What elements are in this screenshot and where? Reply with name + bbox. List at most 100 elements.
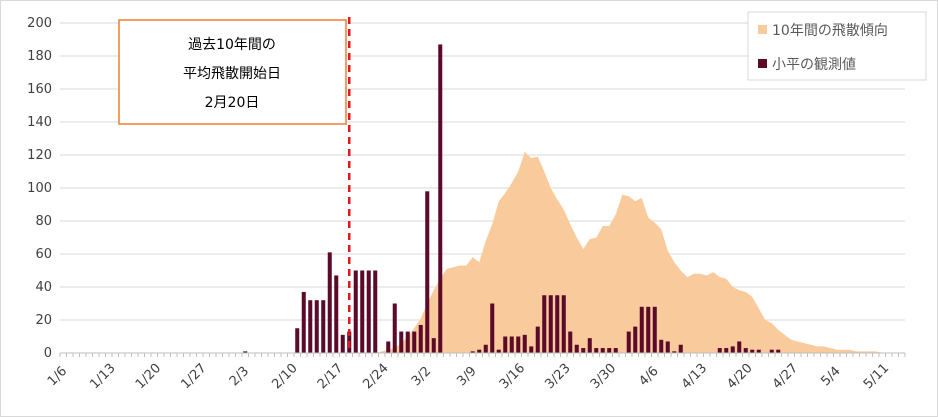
annotation-line-3: 2月20日 <box>205 95 260 111</box>
bar-observed <box>243 351 248 353</box>
x-tick-label: 5/11 <box>861 361 892 392</box>
x-tick-label: 3/23 <box>542 361 573 392</box>
x-tick-label: 3/16 <box>497 361 528 392</box>
bar-observed <box>360 270 365 353</box>
y-tick-label: 40 <box>35 280 52 295</box>
x-tick-label: 1/20 <box>133 361 164 392</box>
bar-observed <box>607 348 612 353</box>
bar-observed <box>392 303 397 353</box>
bar-observed <box>353 270 358 353</box>
bar-observed <box>613 348 618 353</box>
bar-observed <box>652 306 657 353</box>
bar-observed <box>769 349 774 353</box>
x-tick-label: 4/27 <box>770 361 801 392</box>
y-tick-label: 180 <box>27 49 52 64</box>
bar-observed <box>646 306 651 353</box>
bar-observed <box>750 349 755 353</box>
legend-box <box>747 11 927 81</box>
bar-observed <box>737 341 742 353</box>
bar-observed <box>425 191 430 353</box>
bar-observed <box>639 306 644 353</box>
annotation-box: 過去10年間の 平均飛散開始日 2月20日 <box>118 19 347 125</box>
bar-observed <box>587 338 592 353</box>
y-tick-label: 0 <box>44 346 52 361</box>
bar-observed <box>678 344 683 353</box>
x-tick-label: 2/24 <box>360 361 391 392</box>
annotation-line-2: 平均飛散開始日 <box>183 66 281 82</box>
bar-observed <box>327 252 332 353</box>
bar-observed <box>568 331 573 353</box>
bar-observed <box>659 339 664 353</box>
bar-observed <box>490 303 495 353</box>
bar-observed <box>626 331 631 353</box>
x-tick-label: 5/4 <box>818 364 843 389</box>
bar-observed <box>438 44 443 353</box>
legend: 10年間の飛散傾向 小平の観測値 <box>747 11 927 81</box>
bar-observed <box>516 336 521 353</box>
bar-observed <box>366 270 371 353</box>
x-tick-label: 3/2 <box>409 364 434 389</box>
bar-observed <box>321 300 326 353</box>
bar-observed <box>542 295 547 353</box>
y-tick-label: 20 <box>35 313 52 328</box>
bar-observed <box>483 344 488 353</box>
x-tick-label: 1/13 <box>87 361 118 392</box>
y-tick-label: 100 <box>27 181 52 196</box>
x-tick-label: 1/27 <box>178 361 209 392</box>
bar-observed <box>503 336 508 353</box>
legend-swatch-bar <box>758 59 767 68</box>
area-series-trend <box>375 151 883 353</box>
x-tick-label: 3/9 <box>454 364 479 389</box>
x-tick-label: 2/17 <box>315 361 346 392</box>
bar-layer <box>243 44 781 353</box>
bar-observed <box>581 348 586 353</box>
bar-observed <box>418 324 423 353</box>
bar-observed <box>340 334 345 353</box>
bar-observed <box>561 295 566 353</box>
bar-observed <box>535 326 540 353</box>
y-tick-label: 80 <box>35 214 52 229</box>
y-tick-label: 160 <box>27 82 52 97</box>
bar-observed <box>386 341 391 353</box>
bar-observed <box>730 346 735 353</box>
annotation-line-1: 過去10年間の <box>188 37 276 53</box>
bar-observed <box>574 344 579 353</box>
legend-swatch-area <box>758 25 767 34</box>
bar-observed <box>724 348 729 353</box>
x-tick-label: 2/10 <box>269 361 300 392</box>
bar-observed <box>717 348 722 353</box>
legend-label-area: 10年間の飛散傾向 <box>772 23 888 39</box>
bar-observed <box>431 338 436 353</box>
bar-observed <box>399 331 404 353</box>
bar-observed <box>672 351 677 353</box>
bar-observed <box>334 275 339 353</box>
x-tick-label: 3/30 <box>588 361 619 392</box>
y-tick-label: 120 <box>27 148 52 163</box>
y-tick-label: 60 <box>35 247 52 262</box>
bar-observed <box>477 349 482 353</box>
area-layer <box>375 151 883 353</box>
x-tick-label: 4/20 <box>724 361 755 392</box>
bar-observed <box>776 349 781 353</box>
bar-observed <box>470 351 475 353</box>
legend-label-bar: 小平の観測値 <box>772 56 856 73</box>
bar-observed <box>600 348 605 353</box>
bar-observed <box>308 300 313 353</box>
bar-observed <box>555 295 560 353</box>
x-tick-label: 1/6 <box>45 364 70 389</box>
x-tick-label: 4/6 <box>636 364 661 389</box>
bar-observed <box>301 291 306 353</box>
x-tick-label: 4/13 <box>679 361 710 392</box>
bar-observed <box>665 341 670 353</box>
bar-observed <box>295 328 300 353</box>
bar-observed <box>405 331 410 353</box>
bar-observed <box>548 295 553 353</box>
x-tick-label: 2/3 <box>227 364 252 389</box>
bar-observed <box>529 346 534 353</box>
y-tick-label: 140 <box>27 115 52 130</box>
bar-observed <box>496 349 501 353</box>
bar-observed <box>373 270 378 353</box>
bar-observed <box>314 300 319 353</box>
